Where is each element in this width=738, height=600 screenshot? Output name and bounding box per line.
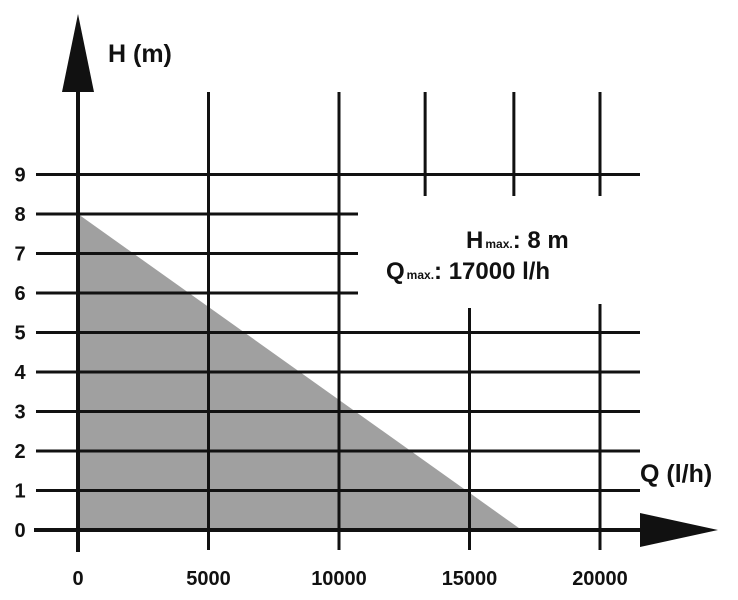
grid-lines: [36, 92, 640, 550]
x-tick-labels: 0 5000 10000 15000 20000: [72, 568, 627, 590]
y-tick-label: 9: [14, 165, 25, 187]
y-tick-label: 8: [14, 204, 25, 226]
y-tick-label: 2: [14, 441, 25, 463]
y-tick-label: 4: [14, 362, 26, 384]
x-tick-label: 10000: [311, 568, 367, 590]
y-tick-label: 7: [14, 244, 25, 266]
x-tick-label: 0: [72, 568, 83, 590]
y-tick-label: 6: [14, 283, 25, 305]
x-axis-title: Q (l/h): [640, 460, 712, 488]
axes: [34, 14, 718, 552]
y-tick-label: 3: [14, 402, 25, 424]
x-axis-arrow: [640, 513, 718, 547]
x-tick-label: 15000: [442, 568, 498, 590]
y-tick-label: 0: [14, 520, 25, 542]
y-tick-label: 5: [14, 323, 25, 345]
x-tick-label: 20000: [572, 568, 628, 590]
y-tick-labels: 0 1 2 3 4 5 6 7 8 9: [14, 165, 26, 543]
y-axis-arrow: [62, 14, 94, 92]
y-tick-label: 1: [14, 481, 25, 503]
x-tick-label: 5000: [186, 568, 231, 590]
y-axis-title: H (m): [108, 40, 172, 68]
